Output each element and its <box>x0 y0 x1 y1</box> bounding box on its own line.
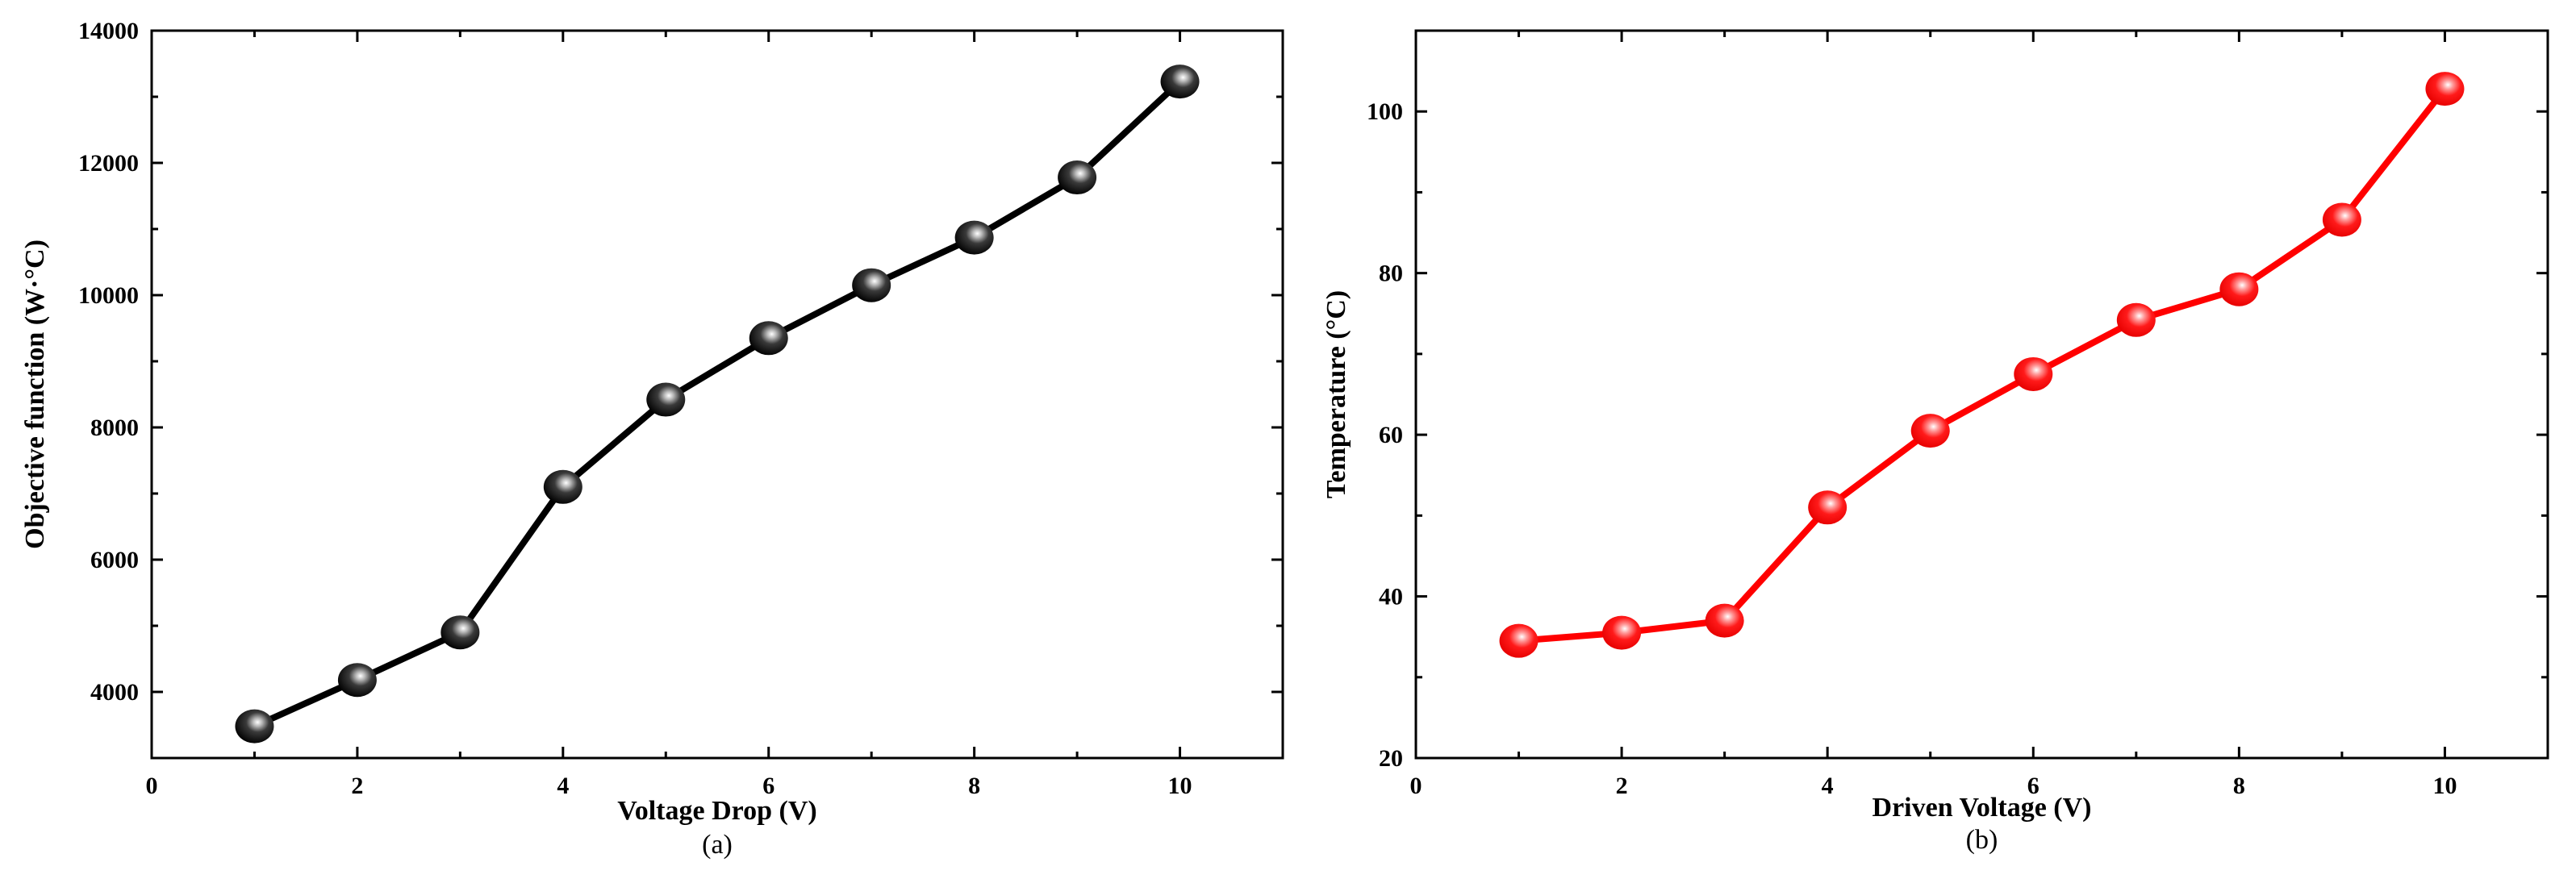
data-point <box>2425 72 2465 106</box>
data-point <box>2116 302 2156 337</box>
chart-panel-b: 0 2 4 6 8 10 20 40 60 80 100 Driven Voltage (V) Temp… <box>1321 29 2549 855</box>
data-point <box>852 268 891 302</box>
plot-frame <box>150 29 1284 760</box>
y-tick-label: 8000 <box>90 415 139 441</box>
x-tick-label: 2 <box>351 773 363 799</box>
x-tick-label: 10 <box>2432 773 2457 799</box>
data-point <box>1602 615 1642 650</box>
y-axis-label: Objective function (W·°C) <box>20 240 50 549</box>
data-point <box>646 382 686 417</box>
y-tick-label: 12000 <box>78 150 139 177</box>
data-point <box>337 663 377 698</box>
data-point <box>954 220 994 255</box>
x-tick-label: 2 <box>1616 773 1628 799</box>
y-tick-label: 20 <box>1379 745 1403 772</box>
y-tick-label: 4000 <box>90 679 139 706</box>
plot-frame <box>1414 29 2549 760</box>
data-point <box>1160 65 1200 99</box>
x-tick-label: 0 <box>146 773 158 799</box>
data-point <box>440 615 480 650</box>
panel-label: (a) <box>702 830 733 860</box>
data-point <box>2014 356 2053 391</box>
y-tick-label: 80 <box>1379 260 1403 287</box>
data-point <box>1910 414 1950 448</box>
x-tick-label: 4 <box>1822 773 1834 799</box>
y-tick-label: 60 <box>1379 422 1403 448</box>
y-tick-label: 10000 <box>78 282 139 309</box>
y-tick-label: 14000 <box>78 18 139 44</box>
data-point <box>1705 603 1744 638</box>
x-tick-label: 4 <box>557 773 569 799</box>
x-tick-label: 10 <box>1168 773 1192 799</box>
data-point <box>1499 623 1539 658</box>
data-point <box>2322 202 2361 237</box>
y-tick-label: 6000 <box>90 547 139 573</box>
series-line <box>1515 85 2449 644</box>
series-line <box>251 78 1184 730</box>
x-tick-label: 6 <box>2027 773 2040 799</box>
y-axis-label: Temperature (°C) <box>1321 290 1351 498</box>
data-point <box>1808 490 1847 525</box>
data-point <box>235 709 274 744</box>
y-tick-label: 100 <box>1367 98 1403 125</box>
data-point <box>1058 160 1097 195</box>
chart-panel-a: 0 2 4 6 8 10 4000 6000 8000 10000 12000 14000 Voltag… <box>20 18 1284 860</box>
x-tick-label: 6 <box>762 773 774 799</box>
x-axis-label: Voltage Drop (V) <box>617 796 816 826</box>
x-tick-label: 8 <box>968 773 980 799</box>
x-tick-label: 0 <box>1410 773 1422 799</box>
data-point <box>749 321 788 356</box>
x-axis-label: Driven Voltage (V) <box>1873 793 2092 823</box>
panel-label: (b) <box>1966 825 1998 855</box>
x-tick-label: 8 <box>2233 773 2245 799</box>
data-point <box>543 469 582 504</box>
y-tick-label: 40 <box>1379 584 1403 610</box>
data-point <box>2219 272 2259 306</box>
